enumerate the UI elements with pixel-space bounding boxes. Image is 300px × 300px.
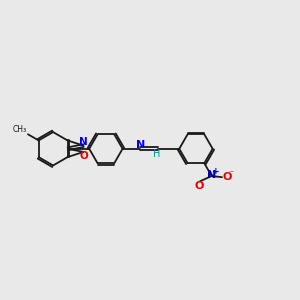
Text: O: O bbox=[194, 181, 204, 190]
Text: ⁻: ⁻ bbox=[229, 169, 234, 179]
Text: +: + bbox=[212, 167, 220, 176]
Text: O: O bbox=[222, 172, 232, 182]
Text: N: N bbox=[79, 137, 88, 147]
Text: H: H bbox=[153, 149, 160, 159]
Text: N: N bbox=[207, 170, 216, 180]
Text: CH₃: CH₃ bbox=[13, 124, 27, 134]
Text: O: O bbox=[79, 151, 88, 161]
Text: N: N bbox=[136, 140, 145, 150]
